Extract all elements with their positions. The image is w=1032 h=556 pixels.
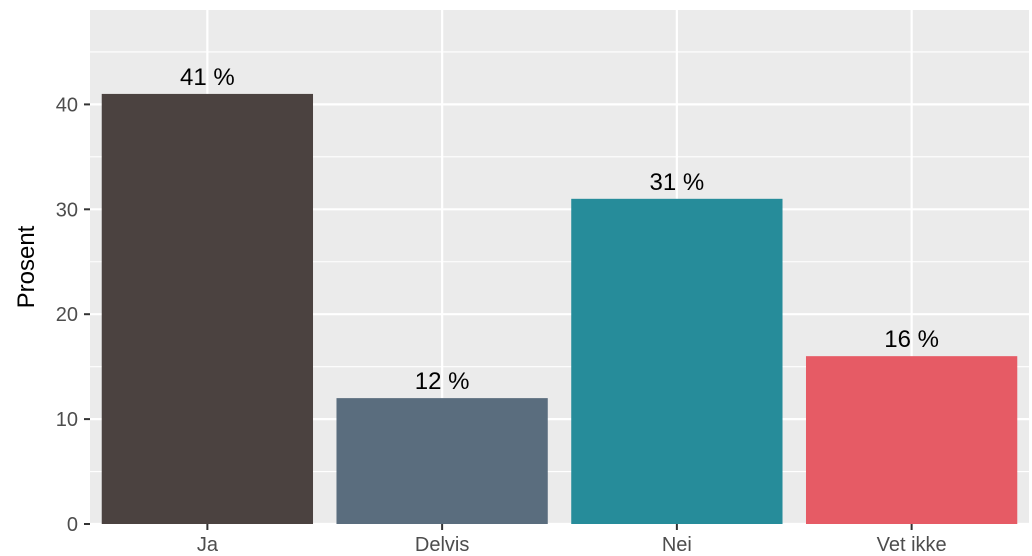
data-label: 31 %	[650, 169, 705, 196]
x-tick-label: Delvis	[415, 534, 469, 556]
y-tick-label: 0	[67, 514, 78, 536]
y-axis: 0 10 20 30 40	[56, 94, 90, 536]
bar-vet-ikke	[805, 356, 1018, 524]
y-tick-label: 10	[56, 409, 78, 431]
y-tick-label: 20	[56, 304, 78, 326]
data-label: 12 %	[415, 368, 470, 395]
data-labels: 41 % 12 % 31 % 16 %	[180, 64, 939, 395]
x-tick-label: Ja	[197, 534, 219, 556]
y-tick-label: 30	[56, 199, 78, 221]
x-axis: Ja Delvis Nei Vet ikke	[197, 524, 947, 556]
bar-delvis	[336, 398, 548, 524]
x-tick-label: Nei	[662, 534, 692, 556]
y-tick-label: 40	[56, 94, 78, 116]
data-label: 16 %	[884, 326, 939, 353]
bars	[101, 93, 1018, 524]
bar-nei	[571, 198, 783, 524]
x-tick-label: Vet ikke	[877, 534, 947, 556]
data-label: 41 %	[180, 64, 235, 91]
y-axis-title: Prosent	[13, 225, 40, 308]
bar-ja	[101, 93, 314, 524]
